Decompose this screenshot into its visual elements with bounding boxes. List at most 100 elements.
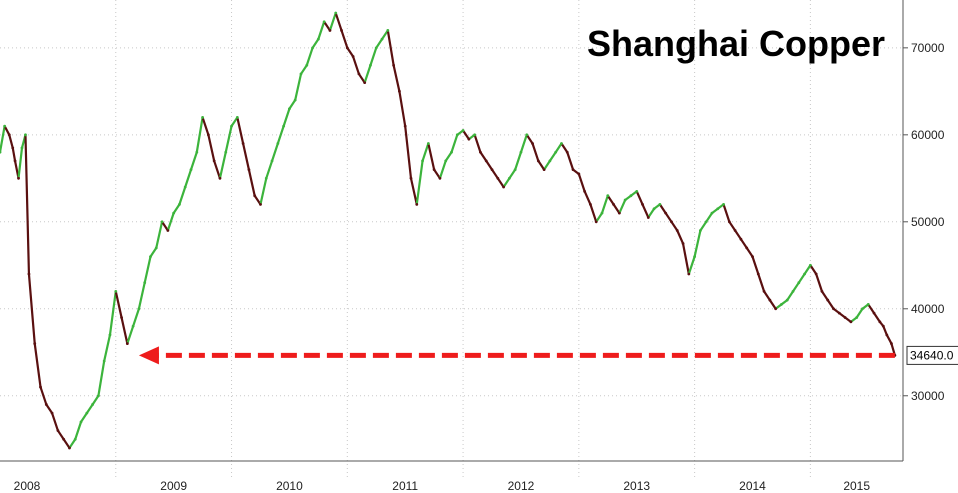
price-segment	[0, 125, 6, 154]
y-tick-label: 40000	[911, 302, 945, 316]
price-point	[369, 63, 372, 67]
price-segment	[8, 133, 14, 149]
price-series	[0, 11, 897, 450]
price-segment	[91, 394, 100, 406]
price-segment	[739, 238, 748, 249]
price-point	[693, 255, 697, 258]
price-point	[201, 116, 204, 119]
price-point	[881, 324, 885, 328]
price-point	[670, 220, 673, 224]
price-point	[820, 289, 824, 293]
price-segment	[85, 403, 94, 415]
price-point	[3, 124, 7, 128]
price-point	[259, 203, 262, 206]
price-segment	[108, 290, 117, 336]
price-segment	[404, 125, 413, 180]
price-segment	[514, 151, 523, 171]
x-tick-label: 2013	[623, 479, 650, 493]
price-segment	[17, 146, 24, 180]
price-point	[154, 246, 158, 250]
price-point	[797, 281, 801, 285]
price-point	[542, 168, 546, 172]
x-tick-label: 2015	[843, 479, 870, 493]
price-segment	[27, 272, 36, 345]
price-segment	[3, 125, 11, 136]
price-segment	[184, 168, 193, 189]
price-point	[554, 150, 558, 154]
price-segment	[473, 133, 482, 154]
price-point	[20, 146, 24, 150]
price-segment	[143, 255, 152, 284]
price-point	[710, 211, 714, 215]
price-segment	[224, 125, 233, 154]
price-segment	[479, 151, 488, 163]
price-point	[843, 316, 847, 319]
price-point	[241, 142, 245, 145]
last-value-label: 34640.0	[910, 348, 954, 362]
price-point	[7, 133, 11, 137]
price-point	[699, 229, 702, 232]
price-point	[137, 307, 141, 311]
price-segment	[450, 133, 459, 154]
price-point	[73, 437, 77, 441]
price-segment	[282, 107, 291, 128]
price-point	[525, 133, 529, 137]
price-segment	[276, 125, 285, 145]
price-segment	[172, 203, 181, 215]
price-point	[392, 63, 396, 67]
price-segment	[207, 133, 216, 163]
price-point	[502, 185, 505, 189]
price-point	[652, 207, 656, 211]
price-point	[293, 98, 297, 102]
price-segment	[548, 151, 557, 163]
price-segment	[872, 312, 881, 323]
price-segment	[670, 220, 679, 232]
price-segment	[253, 194, 262, 206]
price-segment	[658, 203, 667, 215]
price-point	[826, 298, 830, 302]
price-point	[733, 229, 737, 232]
price-segment	[351, 55, 360, 76]
arrow-head	[138, 346, 159, 365]
price-segment	[508, 168, 517, 180]
price-point	[13, 159, 17, 163]
price-segment	[340, 29, 349, 49]
price-segment	[537, 159, 546, 171]
price-segment	[33, 342, 42, 389]
price-segment	[882, 325, 888, 336]
price-point	[316, 37, 320, 41]
price-point	[768, 298, 772, 302]
price-point	[560, 142, 563, 145]
price-point	[467, 137, 471, 141]
price-point	[345, 46, 349, 50]
price-segment	[137, 281, 146, 310]
price-segment	[751, 255, 760, 276]
price-point	[39, 385, 42, 389]
price-segment	[676, 229, 685, 245]
price-point	[143, 281, 147, 285]
price-point	[577, 172, 581, 176]
price-segment	[855, 307, 864, 319]
price-point	[97, 394, 100, 398]
price-segment	[577, 172, 586, 193]
price-segment	[189, 151, 198, 171]
price-point	[149, 255, 152, 258]
price-point	[102, 359, 106, 363]
price-point	[374, 46, 378, 50]
price-segment	[68, 438, 77, 450]
price-point	[866, 303, 870, 306]
price-point	[646, 216, 650, 219]
y-tick-label: 70000	[911, 41, 945, 55]
price-segment	[299, 64, 308, 76]
price-segment	[236, 116, 245, 145]
y-tick-label: 30000	[911, 389, 945, 403]
price-segment	[583, 190, 592, 206]
price-point	[658, 203, 662, 206]
price-segment	[693, 229, 702, 258]
price-point	[206, 133, 210, 137]
price-segment	[768, 298, 777, 310]
price-segment	[797, 272, 806, 284]
price-segment	[259, 177, 268, 206]
price-segment	[791, 281, 800, 293]
price-segment	[56, 429, 65, 441]
